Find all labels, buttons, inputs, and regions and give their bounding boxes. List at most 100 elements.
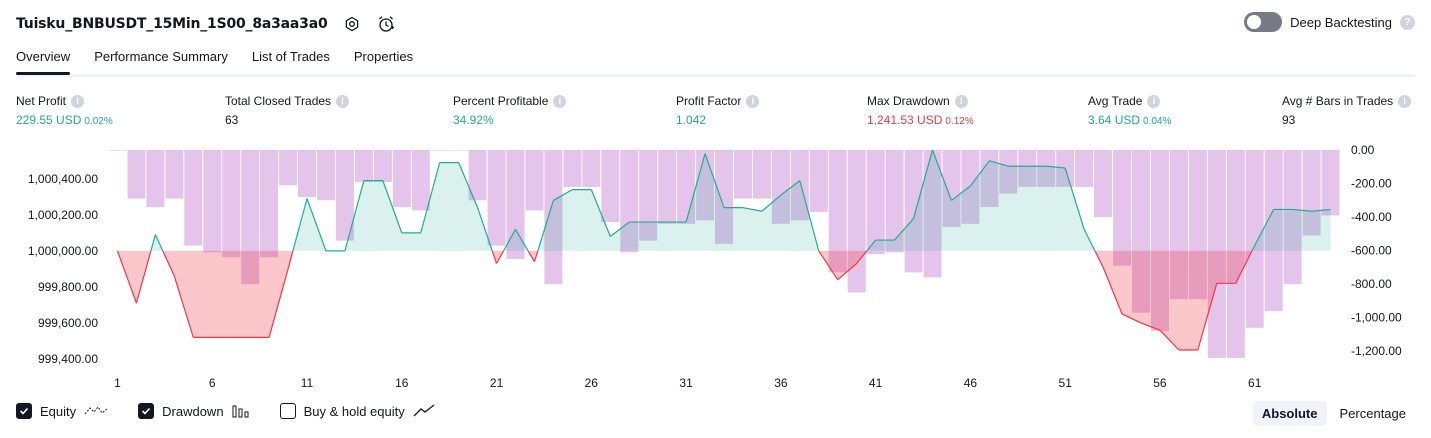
metric-percent: 0.12%: [945, 116, 974, 127]
tab-properties[interactable]: Properties: [353, 49, 414, 64]
x-axis-tick: 31: [679, 376, 693, 390]
equity-line-segment: [527, 250, 535, 263]
drawdown-bar: [411, 150, 430, 211]
info-icon[interactable]: i: [553, 94, 567, 108]
equity-area: [610, 222, 630, 251]
drawdown-bar: [298, 150, 316, 197]
help-icon[interactable]: ?: [1400, 14, 1415, 30]
equity-checkbox[interactable]: [16, 403, 32, 419]
drawdown-bar: [449, 150, 468, 151]
equity-area: [970, 160, 990, 251]
equity-area: [420, 162, 440, 251]
drawdown-bar: [335, 150, 354, 241]
equity-line-segment: [268, 268, 289, 338]
drawdown-bar: [354, 150, 373, 182]
drawdown-bar: [544, 150, 563, 285]
drawdown-bar: [430, 150, 449, 151]
buy-hold-checkbox[interactable]: [279, 403, 296, 419]
equity-area: [439, 162, 459, 251]
drawdown-bar: [506, 150, 525, 259]
y-axis-left-tick: 1,000,400.00: [28, 172, 98, 186]
metric-total-closed-trades: Total Closed Trades i 63: [225, 92, 350, 127]
equity-area: [1140, 250, 1160, 331]
legend-drawdown[interactable]: Drawdown: [138, 403, 249, 419]
equity-area: [705, 153, 724, 251]
y-axis-right-tick: -800.00: [1351, 277, 1392, 291]
drawdown-bar: [828, 150, 847, 273]
absolute-button[interactable]: Absolute: [1252, 401, 1327, 426]
info-icon[interactable]: i: [1147, 94, 1161, 108]
equity-line-segment: [1094, 250, 1104, 268]
metric-label: Net Profit: [16, 94, 67, 108]
metric-label: Avg # Bars in Trades: [1282, 94, 1394, 108]
legend-buy-hold[interactable]: Buy & hold equity: [279, 403, 435, 419]
info-icon[interactable]: i: [954, 94, 968, 108]
x-axis-tick: 51: [1059, 376, 1073, 390]
info-icon[interactable]: i: [336, 94, 350, 108]
equity-line-segment: [989, 160, 1009, 167]
equity-line-segment: [1046, 165, 1066, 169]
equity-line-segment: [969, 160, 990, 187]
legend-equity-label: Equity: [40, 403, 77, 419]
drawdown-bar: [847, 150, 866, 293]
x-axis-tick: 16: [395, 376, 409, 390]
equity-area: [1159, 250, 1179, 350]
deep-backtesting-toggle[interactable]: [1244, 12, 1283, 32]
tab-performance-summary[interactable]: Performance Summary: [94, 49, 228, 64]
metric-value: 63: [225, 113, 239, 127]
equity-line-segment: [866, 239, 877, 252]
drawdown-bar: [980, 150, 999, 207]
drawdown-bar: [241, 150, 260, 285]
drawdown-bar: [752, 150, 771, 199]
equity-area: [1216, 250, 1236, 284]
drawdown-bar: [639, 150, 658, 241]
metric-percent-profitable: Percent Profitable i 34.92%: [453, 92, 567, 127]
equity-line-segment: [1235, 250, 1253, 284]
metric-net-profit: Net Profit i 229.55 USD 0.02%: [16, 92, 113, 127]
drawdown-bar: [1075, 150, 1094, 187]
equity-area: [913, 150, 933, 251]
drawdown-bar: [809, 150, 828, 212]
drawdown-checkbox[interactable]: [138, 403, 155, 419]
equity-area: [231, 250, 251, 338]
drawdown-bar: [715, 150, 733, 244]
equity-line-segment: [477, 207, 493, 252]
equity-area: [193, 250, 213, 338]
alarm-clock-icon[interactable]: [376, 14, 396, 34]
drawdown-bar: [601, 150, 620, 223]
drawdown-bar: [108, 150, 127, 151]
equity-line-segment: [496, 250, 505, 264]
toggle-knob: [1247, 15, 1262, 29]
info-icon[interactable]: i: [746, 94, 760, 108]
equity-line-segment: [856, 250, 868, 264]
equity-line-segment: [894, 218, 914, 241]
equity-area: [1103, 250, 1123, 314]
tab-list-of-trades[interactable]: List of Trades: [251, 49, 330, 64]
equity-line-segment: [1311, 208, 1331, 212]
equity-area: [837, 250, 857, 280]
equity-area: [648, 222, 668, 251]
equity-area: [212, 250, 232, 338]
metric-label: Avg Trade: [1088, 94, 1143, 108]
info-icon[interactable]: i: [71, 94, 85, 108]
tab-overview[interactable]: Overview: [16, 46, 71, 75]
y-axis-right-tick: 0.00: [1351, 143, 1375, 157]
equity-area: [553, 189, 573, 251]
drawdown-bar: [1037, 150, 1056, 187]
equity-line-segment: [590, 189, 611, 237]
legend-buy-hold-label: Buy & hold equity: [303, 403, 405, 419]
x-axis-tick: 36: [774, 376, 788, 390]
equity-area: [458, 162, 478, 251]
y-axis-right-tick: -600.00: [1351, 244, 1392, 258]
y-axis-right-tick: -400.00: [1351, 210, 1392, 224]
metric-avg-bars: Avg # Bars in Trades i 93: [1282, 92, 1412, 127]
equity-area: [629, 222, 649, 251]
settings-icon[interactable]: [342, 14, 362, 34]
info-icon[interactable]: i: [1398, 94, 1412, 108]
legend-equity[interactable]: Equity: [16, 403, 108, 419]
percentage-button[interactable]: Percentage: [1339, 406, 1407, 421]
equity-area: [363, 180, 383, 251]
equity-line-segment: [162, 250, 175, 277]
drawdown-bar: [165, 150, 184, 199]
drawdown-bar: [222, 150, 241, 258]
